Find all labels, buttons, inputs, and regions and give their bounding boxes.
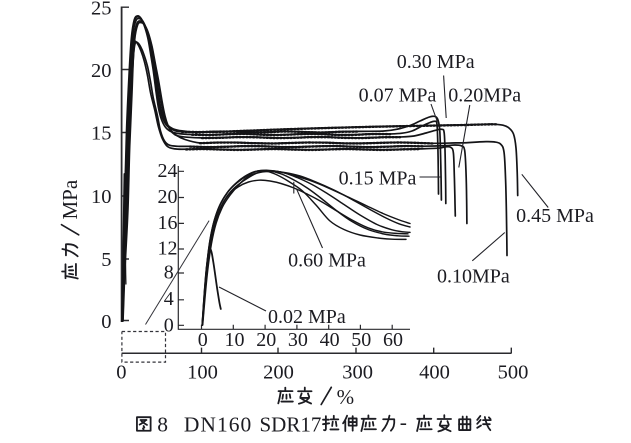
svg-text:200: 200 <box>263 362 294 384</box>
svg-text:0.45 MPa: 0.45 MPa <box>516 205 594 227</box>
svg-text:15: 15 <box>91 123 112 145</box>
svg-text:12: 12 <box>158 237 178 259</box>
svg-text:5: 5 <box>101 249 111 271</box>
svg-text:0.20MPa: 0.20MPa <box>448 85 521 107</box>
svg-text:0: 0 <box>164 315 174 337</box>
svg-text:20: 20 <box>256 329 276 351</box>
svg-text:60: 60 <box>383 329 403 351</box>
svg-text:8: 8 <box>164 261 174 283</box>
svg-text:0.10MPa: 0.10MPa <box>437 266 510 288</box>
svg-text:500: 500 <box>498 362 529 384</box>
svg-text:400: 400 <box>419 362 450 384</box>
svg-text:0.30 MPa: 0.30 MPa <box>397 51 475 73</box>
svg-text:-: - <box>400 410 407 434</box>
svg-text:50: 50 <box>351 329 371 351</box>
svg-text:30: 30 <box>288 329 308 351</box>
svg-text:40: 40 <box>320 329 340 351</box>
svg-text:10: 10 <box>225 329 245 351</box>
svg-text:8: 8 <box>157 413 168 437</box>
svg-text:0: 0 <box>198 329 208 351</box>
svg-text:4: 4 <box>164 288 174 310</box>
svg-text:MPa: MPa <box>58 179 82 219</box>
svg-text:0.07 MPa: 0.07 MPa <box>359 85 437 107</box>
svg-text:SDR17: SDR17 <box>260 413 322 437</box>
svg-text:0.15 MPa: 0.15 MPa <box>339 168 417 190</box>
svg-text:16: 16 <box>158 212 178 234</box>
svg-text:25: 25 <box>91 0 112 19</box>
svg-text:300: 300 <box>342 362 373 384</box>
svg-text:24: 24 <box>158 160 178 182</box>
svg-text:10: 10 <box>91 186 112 208</box>
svg-text:0.02 MPa: 0.02 MPa <box>268 306 346 328</box>
svg-text:%: % <box>337 385 355 409</box>
svg-text:0: 0 <box>101 311 111 333</box>
svg-text:0.60 MPa: 0.60 MPa <box>288 250 366 272</box>
svg-text:20: 20 <box>91 60 112 82</box>
svg-text:DN160: DN160 <box>184 413 252 437</box>
svg-text:0: 0 <box>116 362 126 384</box>
svg-text:100: 100 <box>187 362 218 384</box>
svg-text:20: 20 <box>158 186 178 208</box>
